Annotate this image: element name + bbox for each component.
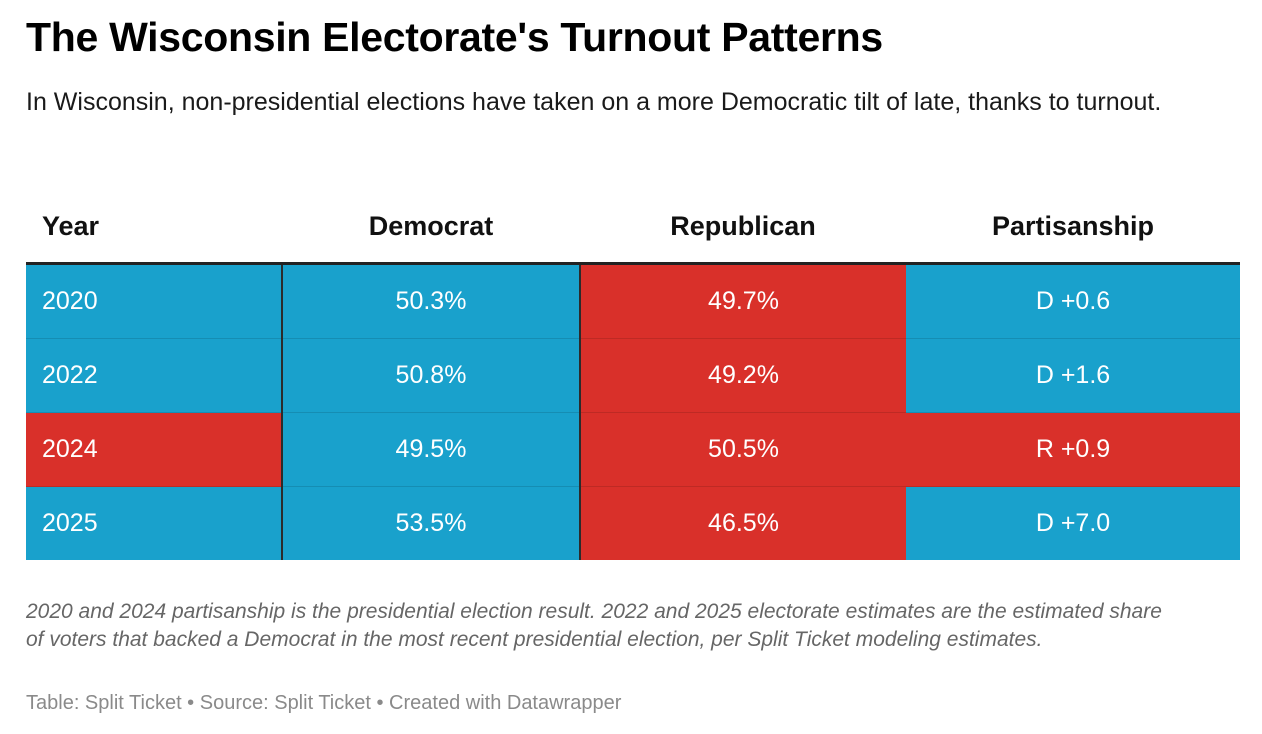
table-body: 2020 50.3% 49.7% D +0.6 2022 50.8% 49.2% D +1.6…: [26, 263, 1240, 560]
table-row: 2025 53.5% 46.5% D +7.0: [26, 486, 1240, 560]
column-header-partisanship: Partisanship: [906, 190, 1240, 265]
source-credit: Table: Split Ticket • Source: Split Tick…: [26, 692, 622, 714]
table-header-row: Year Democrat Republican Partisanship: [26, 190, 1240, 265]
cell-republican: 49.2%: [579, 338, 906, 413]
cell-republican: 50.5%: [579, 412, 906, 487]
column-header-democrat: Democrat: [282, 190, 580, 265]
column-header-republican: Republican: [580, 190, 906, 265]
table-row: 2022 50.8% 49.2% D +1.6: [26, 338, 1240, 413]
table-row: 2024 49.5% 50.5% R +0.9: [26, 412, 1240, 487]
turnout-table: Year Democrat Republican Partisanship 20…: [26, 190, 1240, 560]
cell-democrat: 50.3%: [281, 263, 580, 339]
cell-republican: 49.7%: [579, 263, 906, 339]
cell-year: 2022: [26, 338, 282, 413]
cell-partisanship: D +1.6: [906, 338, 1240, 413]
cell-partisanship: D +0.6: [906, 263, 1240, 339]
cell-democrat: 53.5%: [281, 486, 580, 560]
cell-year: 2020: [26, 263, 282, 339]
chart-title: The Wisconsin Electorate's Turnout Patte…: [26, 14, 883, 60]
footnote: 2020 and 2024 partisanship is the presid…: [26, 600, 1162, 651]
cell-partisanship: D +7.0: [906, 486, 1240, 560]
table-row: 2020 50.3% 49.7% D +0.6: [26, 263, 1240, 339]
cell-year: 2025: [26, 486, 282, 560]
chart-subtitle: In Wisconsin, non-presidential elections…: [26, 88, 1162, 116]
cell-republican: 46.5%: [579, 486, 906, 560]
column-header-year: Year: [26, 190, 282, 265]
cell-year: 2024: [26, 412, 282, 487]
cell-democrat: 49.5%: [281, 412, 580, 487]
cell-partisanship: R +0.9: [906, 412, 1240, 487]
cell-democrat: 50.8%: [281, 338, 580, 413]
